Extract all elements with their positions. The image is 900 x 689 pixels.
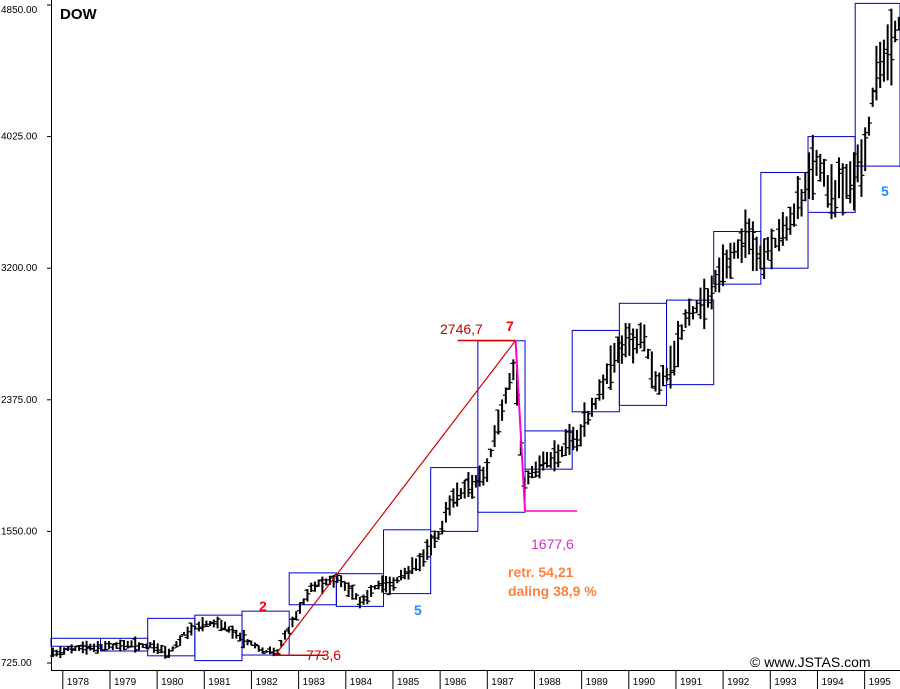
x-tick-label: 1993 — [774, 677, 797, 688]
x-tick-label: 1995 — [869, 677, 892, 688]
wave-2-label: 2 — [259, 598, 267, 614]
x-tick-label: 1994 — [821, 677, 844, 688]
x-tick-label: 1992 — [727, 677, 750, 688]
y-tick-label: 4850.00 — [1, 5, 38, 16]
low-value-label: 773,6 — [306, 647, 341, 663]
annotation-labels: DOW 2 7 5 5 2746,7 773,6 1677,6 retr. 54… — [60, 6, 889, 670]
decline-label: daling 38,9 % — [508, 583, 597, 599]
wave-7-label: 7 — [506, 318, 514, 334]
x-tick-label: 1985 — [397, 677, 420, 688]
x-tick-label: 1986 — [444, 677, 467, 688]
cycle-box — [241, 610, 290, 656]
x-tick-label: 1984 — [350, 677, 373, 688]
cycle-box — [524, 430, 573, 470]
x-ticks: 1978 1979 1980 1981 1982 1983 1984 1985 1986 1987… — [62, 671, 892, 689]
cycle-box — [760, 171, 809, 269]
retracement-label: retr. 54,21 — [508, 564, 574, 580]
copyright-label: © www.JSTAS.com — [750, 654, 871, 670]
analysis-overlay — [274, 339, 578, 656]
y-tick-label: 725.00 — [1, 658, 32, 669]
y-tick-label: 1550.00 — [1, 526, 38, 537]
y-ticks: 725.00 1550.00 2375.00 3200.00 4025.00 4850.0… — [1, 4, 51, 669]
x-tick-label: 1989 — [586, 677, 609, 688]
y-tick-label: 2375.00 — [1, 395, 38, 406]
price-bars — [49, 8, 900, 659]
y-tick-label: 3200.00 — [1, 263, 38, 274]
x-tick-label: 1990 — [633, 677, 656, 688]
crash-line — [514, 340, 527, 512]
x-tick-label: 1982 — [255, 677, 278, 688]
wave-5-mid-label: 5 — [414, 602, 422, 618]
x-tick-label: 1981 — [208, 677, 231, 688]
high-value-label: 2746,7 — [440, 321, 483, 337]
cycle-box — [383, 529, 432, 595]
trend-line — [274, 340, 517, 656]
x-tick-label: 1983 — [303, 677, 326, 688]
x-tick-label: 1980 — [161, 677, 184, 688]
x-tick-label: 1988 — [538, 677, 561, 688]
x-tick-label: 1987 — [491, 677, 514, 688]
crash-low-value-label: 1677,6 — [531, 536, 574, 552]
chart-title: DOW — [60, 6, 98, 23]
x-tick-label: 1991 — [680, 677, 703, 688]
x-tick-label: 1979 — [114, 677, 137, 688]
wave-5-end-label: 5 — [881, 183, 889, 199]
y-tick-label: 4025.00 — [1, 132, 38, 143]
x-tick-label: 1978 — [67, 677, 90, 688]
